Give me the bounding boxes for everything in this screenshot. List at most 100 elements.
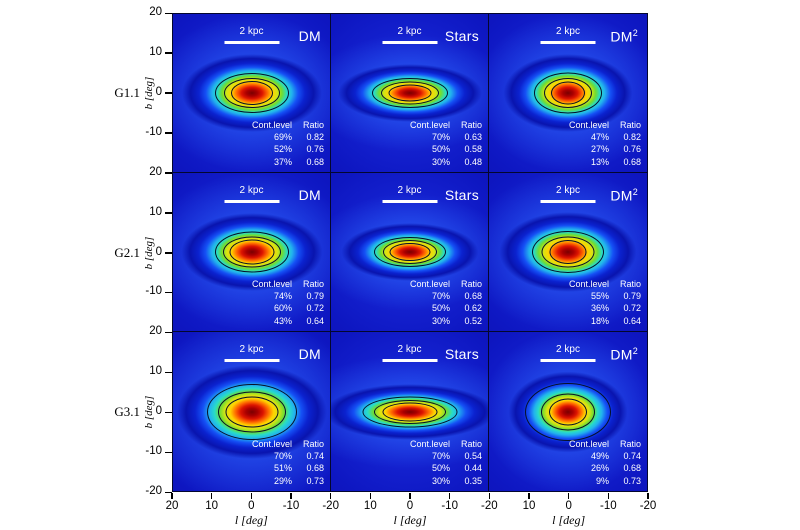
contour-ratio-value: 0.54 (464, 451, 482, 462)
x-tick-mark (171, 493, 173, 499)
panel-g21-dm2: 2 kpc DM2 Cont.level Ratio 55% 0.79 36% 0.72 18%… (489, 173, 647, 332)
scale-bar-label: 2 kpc (239, 185, 264, 196)
panel-g31-dm2: 2 kpc DM2 Cont.level Ratio 49% 0.74 26% 0.68 9% 0… (489, 332, 647, 491)
scale-bar (224, 41, 279, 44)
x-tick-mark (607, 493, 610, 499)
x-tick-label: -10 (282, 500, 300, 512)
contour-ratio-value: 0.72 (306, 303, 324, 314)
panel-title: Stars (444, 346, 479, 362)
contour-ellipse-1 (362, 396, 457, 427)
contour-table: Cont.level Ratio 55% 0.79 36% 0.72 18% 0.64 (569, 278, 641, 327)
y-tick-label: 10 (149, 365, 162, 378)
x-tick-mark (369, 493, 372, 499)
y-tick-mark (165, 92, 172, 94)
contour-ellipse-3 (549, 398, 587, 425)
contour-table: Cont.level Ratio 70% 0.68 50% 0.62 30% 0.52 (410, 278, 482, 327)
scale-bar (540, 200, 596, 203)
contour-level-value: 37% (273, 156, 292, 167)
panel-g11-dm: 2 kpc DM Cont.level Ratio 69% 0.82 52% 0.76 37% 0… (173, 14, 331, 173)
contour-level-value: 18% (590, 315, 609, 326)
y-tick-label: 0 (155, 405, 162, 418)
contour-ellipse-1 (371, 78, 448, 108)
y-tick-label: 0 (155, 85, 162, 98)
contour-ellipse-3 (230, 81, 273, 105)
x-axis-label: l [deg] (552, 513, 586, 527)
contour-ellipse-3 (382, 402, 437, 421)
contour-ellipse-1 (532, 231, 604, 273)
contour-header-ratio: Ratio (619, 119, 641, 130)
contour-header-ratio: Ratio (460, 438, 482, 449)
panel-g11-stars: 2 kpc Stars Cont.level Ratio 70% 0.63 50% 0.58 3… (331, 14, 489, 173)
x-tick-mark (210, 493, 213, 499)
contour-table: Cont.level Ratio 70% 0.63 50% 0.58 30% 0.48 (410, 119, 482, 168)
contour-header-ratio: Ratio (460, 278, 482, 289)
y-tick-mark (165, 252, 172, 254)
y-tick-label: 10 (149, 45, 162, 58)
x-tick-label: 10 (363, 500, 377, 512)
contour-level-value: 30% (431, 475, 450, 486)
panel-g31-dm: 2 kpc DM Cont.level Ratio 70% 0.74 51% 0.68 29% 0… (173, 332, 331, 491)
contour-table: Cont.level Ratio 70% 0.74 51% 0.68 29% 0.73 (252, 438, 324, 487)
contour-ratio-value: 0.63 (464, 132, 482, 143)
panel-title: DM2 (610, 346, 638, 363)
scale-bar (382, 359, 437, 362)
contour-ellipse-1 (214, 73, 289, 113)
contour-level-value: 47% (590, 132, 609, 143)
contour-ratio-value: 0.79 (306, 291, 324, 302)
contour-ratio-value: 0.64 (306, 315, 324, 326)
contour-ratio-value: 0.68 (623, 463, 641, 474)
contour-ellipse-3 (225, 396, 278, 427)
contour-level-value: 50% (431, 144, 450, 155)
contour-header-level: Cont.level (568, 438, 609, 449)
scale-bar (382, 41, 437, 44)
contour-header-level: Cont.level (568, 119, 609, 130)
contour-level-value: 51% (273, 463, 292, 474)
contour-ellipse-1 (373, 237, 446, 267)
contour-level-value: 30% (431, 315, 450, 326)
y-tick-mark (165, 411, 172, 414)
x-tick-mark (290, 493, 292, 499)
x-tick-label: -10 (441, 500, 458, 512)
row-label-g11: G1.1 (114, 84, 140, 100)
contour-ratio-value: 0.62 (464, 303, 482, 314)
contour-ellipse-2 (373, 399, 446, 424)
contour-ellipse-2 (223, 78, 280, 108)
contour-ratio-value: 0.52 (464, 315, 482, 326)
y-tick-label: -20 (145, 485, 162, 497)
contour-level-value: 55% (590, 291, 609, 302)
panel-title: DM (298, 187, 321, 203)
contour-ratio-value: 0.68 (464, 291, 482, 302)
contour-ratio-value: 0.73 (623, 475, 641, 486)
contour-ellipse-1 (534, 72, 602, 114)
x-tick-mark (250, 493, 253, 499)
contour-ellipse-2 (380, 81, 439, 105)
y-tick-label: 20 (149, 6, 162, 18)
contour-ratio-value: 0.74 (306, 451, 324, 462)
x-tick-label: 0 (248, 500, 255, 512)
x-tick-mark (647, 493, 649, 499)
x-tick-mark (409, 493, 411, 499)
contour-header-level: Cont.level (251, 278, 292, 289)
scale-bar-label: 2 kpc (397, 344, 422, 355)
contour-table: Cont.level Ratio 69% 0.82 52% 0.76 37% 0.68 (252, 119, 324, 168)
contour-level-value: 60% (273, 303, 292, 314)
scale-bar (540, 359, 596, 362)
y-axis-label: b [deg] (143, 76, 155, 110)
panel-title: DM (298, 28, 321, 44)
y-tick-mark (165, 12, 172, 14)
contour-ellipse-2 (541, 236, 595, 268)
x-tick-label: 10 (205, 500, 219, 512)
scale-bar-label: 2 kpc (556, 185, 580, 196)
contour-ellipse-2 (544, 78, 592, 108)
contour-ratio-value: 0.48 (464, 156, 482, 167)
contour-table: Cont.level Ratio 70% 0.54 50% 0.44 30% 0.35 (410, 438, 482, 487)
contour-level-value: 74% (273, 291, 292, 302)
contour-level-value: 70% (431, 451, 450, 462)
contour-table: Cont.level Ratio 74% 0.79 60% 0.72 43% 0.64 (252, 278, 324, 327)
y-axis-label: b [deg] (143, 236, 155, 269)
contour-ratio-value: 0.73 (306, 475, 324, 486)
x-tick-label: 10 (522, 500, 536, 512)
contour-level-value: 50% (431, 463, 450, 474)
x-tick-label: 20 (165, 500, 179, 512)
